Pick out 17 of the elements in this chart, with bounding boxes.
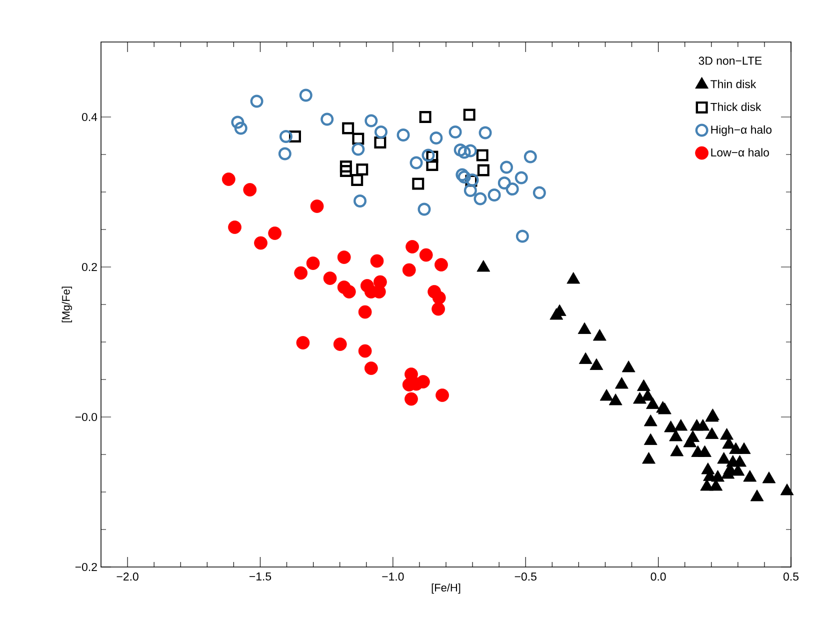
x-tick-label: −1.0 xyxy=(382,572,404,581)
y-tick-label: 0.2 xyxy=(82,262,97,272)
x-axis-title: [Fe/H] xyxy=(432,583,460,594)
y-tick-label: 0.4 xyxy=(82,112,98,122)
legend-label: Low−α halo xyxy=(711,148,769,157)
x-tick-label: 0.0 xyxy=(650,572,666,581)
legend-title: 3D non−LTE xyxy=(698,56,762,65)
x-tick-label: −1.5 xyxy=(249,572,272,581)
legend-label: Thin disk xyxy=(710,80,756,88)
x-tick-label: 0.5 xyxy=(783,572,798,581)
y-tick-label: −0.2 xyxy=(75,562,97,572)
legend-label: Thick disk xyxy=(710,102,762,111)
legend-label: High−α halo xyxy=(711,125,772,136)
x-tick-label: −2.0 xyxy=(116,572,138,581)
y-tick-label: −0.0 xyxy=(75,412,98,422)
y-axis-title: [Mg/Fe] xyxy=(62,286,72,322)
x-tick-label: −0.5 xyxy=(514,572,536,581)
